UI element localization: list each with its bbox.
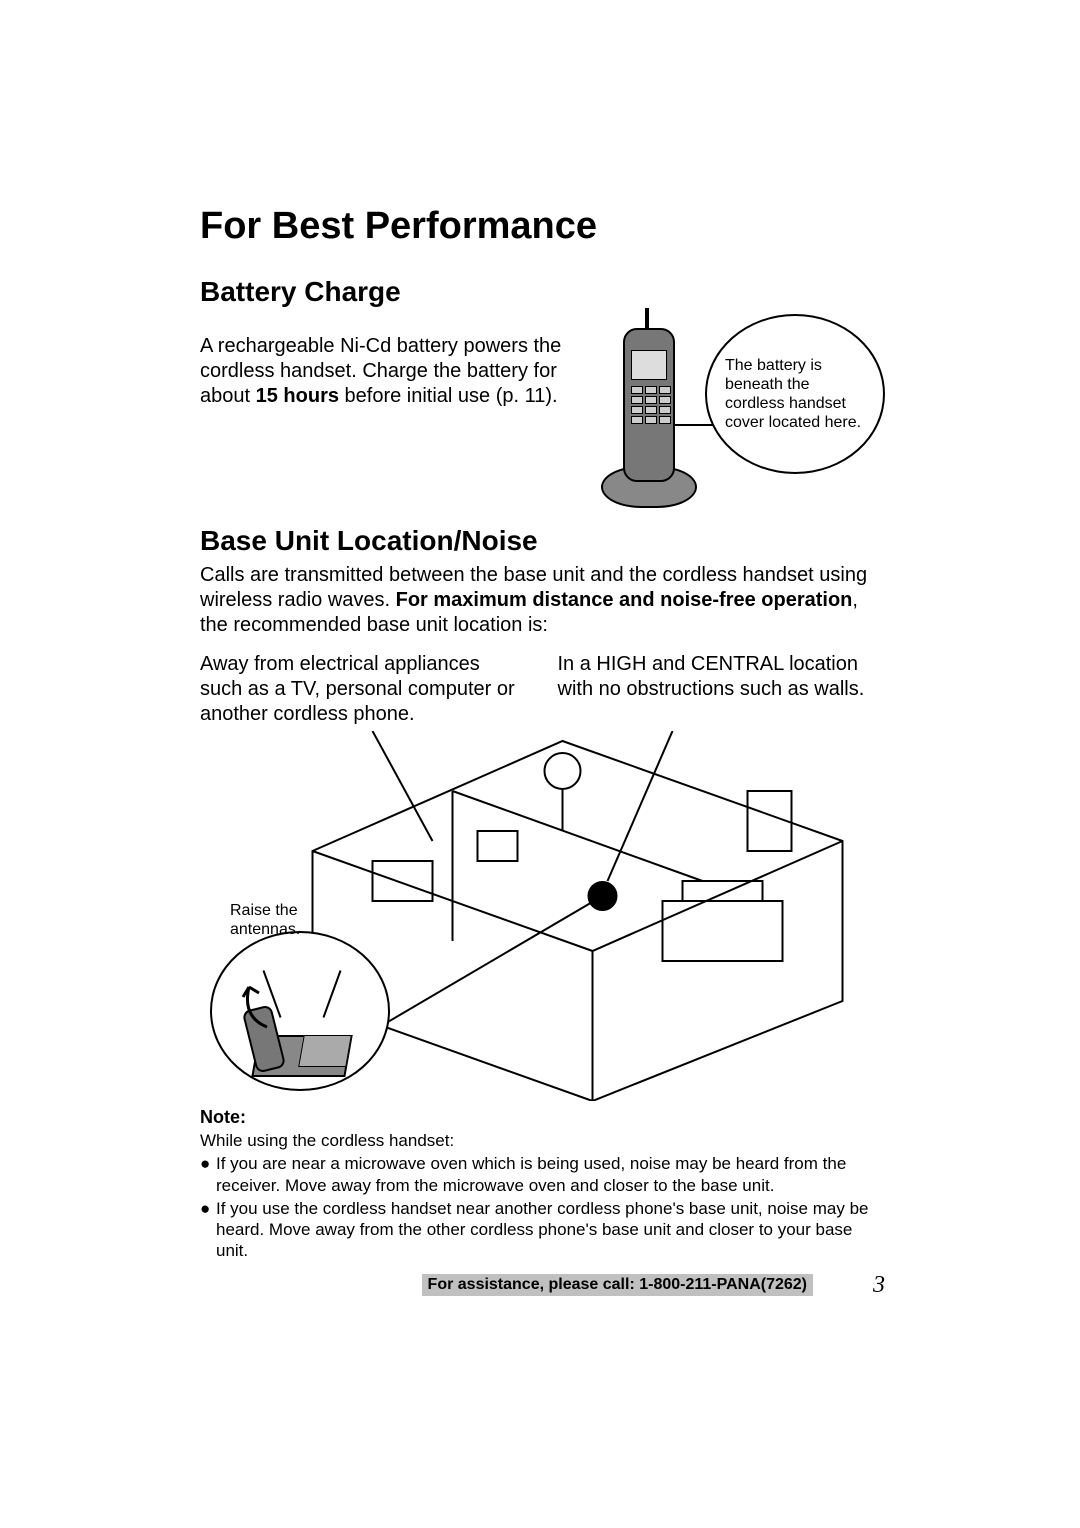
note-bullet-1: ● If you are near a microwave oven which… [200,1153,885,1196]
base-paragraph: Calls are transmitted between the base u… [200,563,885,638]
manual-page: For Best Performance Battery Charge A re… [0,0,1080,1528]
battery-callout-text: The battery is beneath the cordless hand… [725,356,865,433]
battery-text-b: 15 hours [256,385,339,407]
note-intro: While using the cordless handset: [200,1130,885,1151]
page-footer: For assistance, please call: 1-800-211-P… [200,1272,885,1299]
base-heading: Base Unit Location/Noise [200,525,885,557]
page-title: For Best Performance [200,205,885,248]
assistance-banner: For assistance, please call: 1-800-211-P… [422,1274,813,1296]
bullet-dot-icon: ● [200,1198,216,1262]
battery-heading: Battery Charge [200,276,885,308]
battery-text: A rechargeable Ni-Cd battery powers the … [200,334,565,409]
note-heading: Note: [200,1107,885,1128]
note-bullet-2-text: If you use the cordless handset near ano… [216,1198,885,1262]
base-section: Base Unit Location/Noise Calls are trans… [200,525,885,1299]
raise-antennas-label: Raise the antennas. [230,901,300,939]
tips-row: Away from electrical appliances such as … [200,652,885,727]
base-para-b: For maximum distance and noise-free oper… [396,589,853,611]
tip-right: In a HIGH and CENTRAL location with no o… [558,652,886,727]
base-phone-icon [245,987,355,1077]
battery-callout-bubble: The battery is beneath the cordless hand… [705,314,885,474]
handset-figure: The battery is beneath the cordless hand… [575,314,885,509]
tip-left: Away from electrical appliances such as … [200,652,528,727]
handset-icon [593,328,703,508]
note-bullet-1-text: If you are near a microwave oven which i… [216,1153,885,1196]
bullet-dot-icon: ● [200,1153,216,1196]
arrow-up-icon [237,977,277,1037]
battery-row: A rechargeable Ni-Cd battery powers the … [200,314,885,509]
battery-text-c: before initial use (p. 11). [339,385,558,407]
house-diagram: Raise the antennas. [200,731,885,1101]
note-bullet-2: ● If you use the cordless handset near a… [200,1198,885,1262]
page-number: 3 [873,1272,885,1299]
